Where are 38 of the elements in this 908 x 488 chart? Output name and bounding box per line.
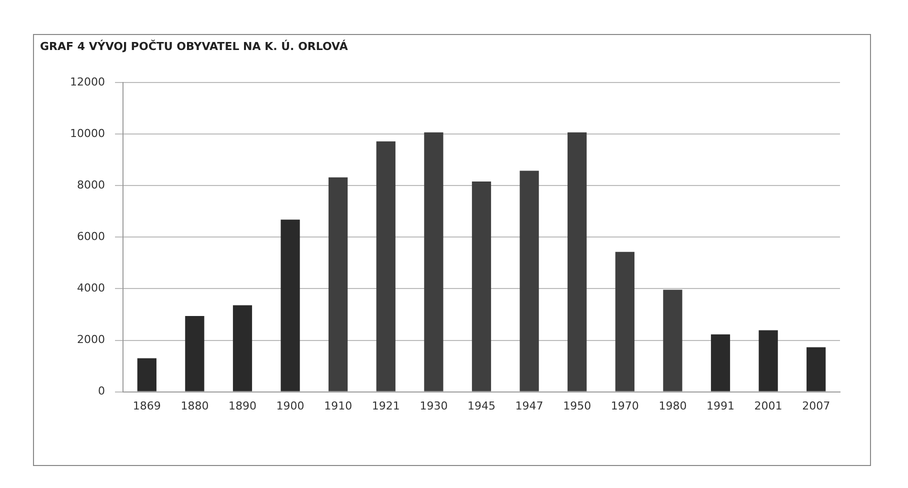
x-tick-label: 2001 [754,399,782,412]
x-tick-label: 1970 [610,399,639,412]
bar [376,141,396,392]
x-tick-label: 1910 [324,399,352,412]
y-tick-label: 2000 [76,333,105,346]
x-tick-label: 2007 [802,399,830,412]
y-tick-label: 0 [98,384,105,398]
bar [328,177,348,392]
x-tick-label: 1869 [132,399,161,412]
bar [568,132,587,392]
bar [424,132,444,392]
x-tick-label: 1880 [180,399,209,412]
bar [280,220,300,392]
chart-title: GRAF 4 VÝVOJ POČTU OBYVATEL NA K. Ú. ORLOVÁ [40,40,348,53]
x-tick-label: 1980 [658,399,687,412]
bar [615,252,634,392]
bar [806,347,826,392]
bar [758,330,778,392]
x-tick-label: 1947 [515,399,544,412]
bar [137,358,156,392]
y-tick-label: 8000 [76,178,105,192]
x-tick-label: 1921 [372,399,400,412]
x-tick-label: 1950 [563,399,592,412]
y-tick-label: 6000 [76,230,105,244]
bar [663,290,682,392]
y-tick-label: 12000 [70,75,105,88]
y-tick-label: 10000 [70,126,105,140]
bar [185,316,204,392]
x-tick-label: 1991 [706,399,734,412]
x-tick-label: 1930 [420,399,448,412]
x-tick-label: 1945 [467,399,496,412]
bar [472,182,492,392]
x-tick-label: 1900 [276,399,304,412]
bar [710,334,730,392]
x-tick-label: 1890 [228,399,256,412]
bar [520,170,539,392]
bar [232,305,252,392]
y-tick-label: 4000 [76,282,105,295]
